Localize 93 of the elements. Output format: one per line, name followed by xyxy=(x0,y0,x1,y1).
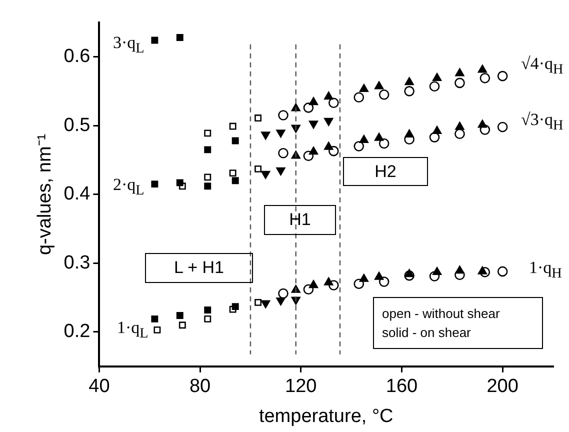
point xyxy=(308,280,318,288)
point xyxy=(176,179,184,186)
annotation: √4·q$_{H}$ xyxy=(521,54,564,80)
y-tick-label: 0.3 xyxy=(64,252,90,274)
annotation: √3·q$_{H}$ xyxy=(521,110,564,136)
annotation: 1·q$_{H}$ xyxy=(529,258,562,284)
point xyxy=(359,274,368,282)
point xyxy=(374,81,384,90)
annotation: L + H1 xyxy=(174,258,224,278)
point xyxy=(354,92,364,103)
point xyxy=(204,174,212,181)
point xyxy=(303,102,314,113)
point xyxy=(308,97,318,106)
point xyxy=(454,128,465,140)
point xyxy=(151,315,158,322)
point xyxy=(404,129,414,138)
point xyxy=(204,182,212,190)
point xyxy=(359,134,368,143)
point xyxy=(204,306,212,314)
annotation: 1·q$_{L}$ xyxy=(117,318,148,344)
point xyxy=(261,132,270,140)
point xyxy=(232,137,239,144)
point xyxy=(261,170,270,179)
point xyxy=(176,34,184,42)
point xyxy=(497,266,508,277)
point xyxy=(497,70,508,82)
annotation: 2·q$_{L}$ xyxy=(113,175,144,200)
x-tick-label: 200 xyxy=(486,376,518,398)
point xyxy=(204,146,212,154)
point xyxy=(454,78,465,88)
point xyxy=(378,89,390,100)
annotation: H2 xyxy=(374,162,396,182)
point xyxy=(404,77,414,86)
point xyxy=(404,269,414,278)
point xyxy=(278,110,288,120)
point xyxy=(151,36,158,44)
y-tick-label: 0.5 xyxy=(64,114,90,136)
point xyxy=(324,118,334,126)
annotation: H1 xyxy=(289,210,311,230)
point xyxy=(204,315,212,322)
point xyxy=(374,272,384,280)
x-tick-label: 40 xyxy=(88,376,110,398)
point xyxy=(324,142,334,150)
point xyxy=(276,297,286,306)
y-tick-label: 0.2 xyxy=(64,321,90,342)
x-axis-title: temperature, °C xyxy=(258,406,394,427)
point xyxy=(278,288,288,299)
point xyxy=(308,120,318,129)
point xyxy=(478,64,487,73)
point xyxy=(229,122,236,130)
point xyxy=(374,132,384,141)
point xyxy=(455,266,464,274)
annotation: open - without shear solid - on shear xyxy=(382,305,500,342)
point xyxy=(497,122,508,132)
y-tick-label: 0.6 xyxy=(64,46,90,68)
point xyxy=(324,92,334,100)
point xyxy=(176,312,184,319)
point xyxy=(455,68,464,76)
point xyxy=(354,141,364,152)
point xyxy=(254,114,262,122)
y-tick-label: 0.4 xyxy=(64,184,91,205)
point xyxy=(455,122,464,130)
point xyxy=(478,266,487,274)
point xyxy=(429,81,440,92)
x-tick-label: 160 xyxy=(386,376,418,398)
point xyxy=(178,322,186,329)
point xyxy=(276,167,286,176)
point xyxy=(359,84,368,92)
point xyxy=(429,132,440,142)
point xyxy=(480,72,490,84)
point xyxy=(204,130,212,137)
point xyxy=(308,146,318,155)
annotation: 3·q$_{L}$ xyxy=(113,33,144,58)
point xyxy=(254,298,262,306)
point xyxy=(432,126,442,134)
point xyxy=(232,177,239,184)
y-axis-title: q-values, nm⁻¹ xyxy=(34,134,56,255)
point xyxy=(328,98,339,108)
point xyxy=(261,300,270,308)
point xyxy=(432,72,442,82)
point xyxy=(151,180,158,188)
point xyxy=(404,86,414,96)
point xyxy=(254,165,262,172)
point xyxy=(278,148,288,158)
point xyxy=(232,303,239,310)
point xyxy=(432,266,442,276)
point xyxy=(378,138,390,149)
point xyxy=(324,277,334,286)
x-tick-label: 120 xyxy=(285,376,317,398)
x-tick-label: 80 xyxy=(189,376,211,398)
point xyxy=(154,326,161,334)
point xyxy=(478,120,487,128)
point xyxy=(229,170,236,177)
